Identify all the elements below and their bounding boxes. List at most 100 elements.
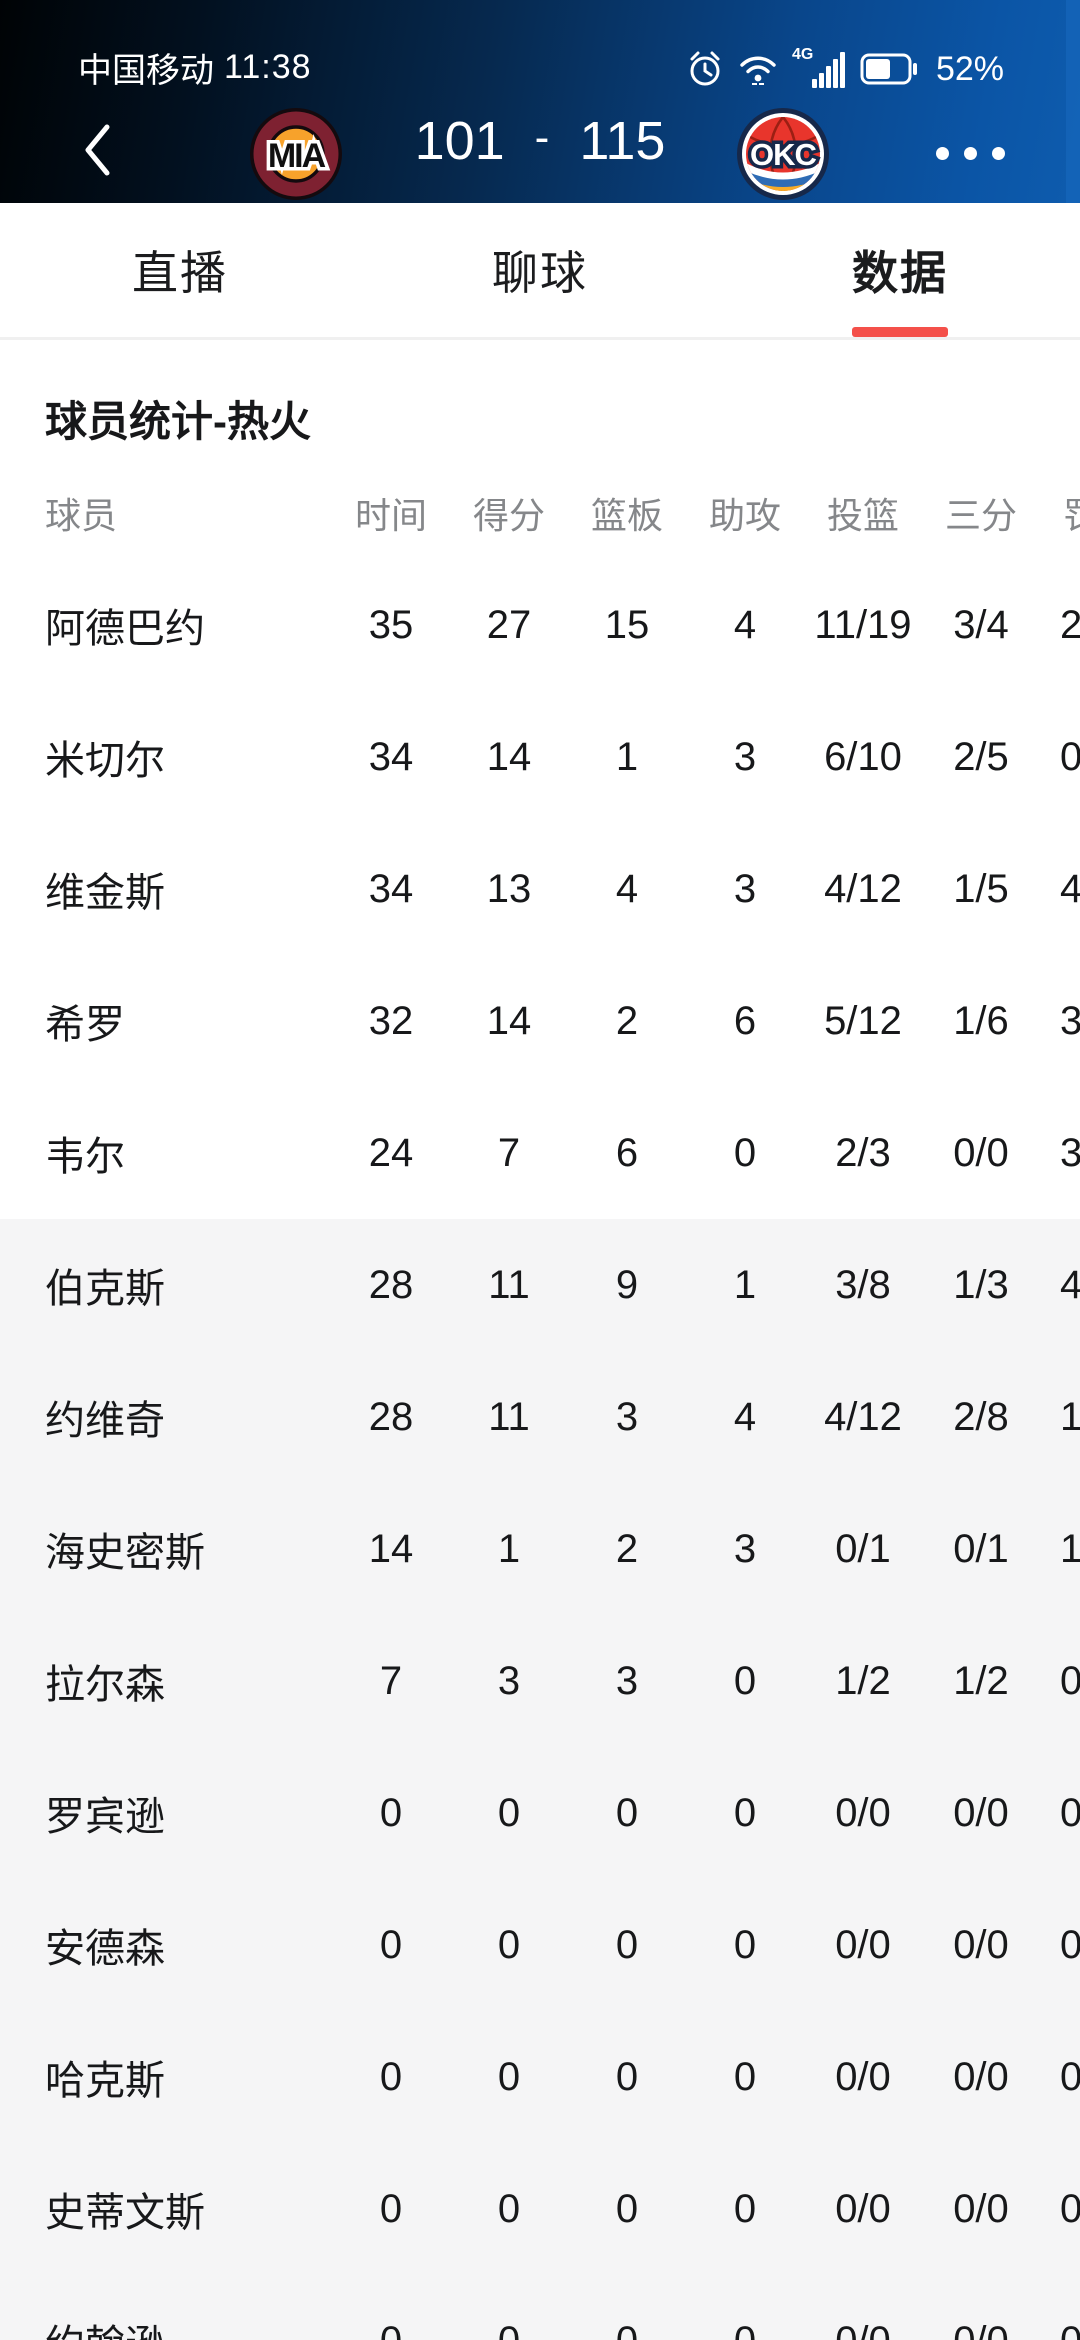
stat-fg: 2/3 [835,1130,891,1175]
stats-panel: 球员统计-热火 球员时间得分篮板助攻投篮三分罚球 阿德巴约 35 27 15 4… [0,340,1080,2340]
stat-assists: 0 [733,1130,757,1175]
player-name: 拉尔森 [45,1663,165,1707]
stat-points: 11 [488,1262,530,1307]
player-name: 韦尔 [45,1135,125,1179]
more-menu-button[interactable] [936,138,1005,168]
okc-abbr-label: OKC [750,137,817,172]
stat-minutes: 35 [368,602,414,647]
battery-icon [860,49,922,89]
stat-fg: 6/10 [824,734,902,779]
stat-rebounds: 0 [568,2319,686,2340]
stat-fg: 0/0 [835,2054,891,2099]
table-row[interactable]: 史蒂文斯 0 0 0 0 0/0 0/0 0 [0,2143,1080,2275]
stat-ft-clipped: 0 [1060,1658,1080,1703]
stat-fg: 4/12 [824,866,902,911]
column-header: 得分 [472,494,545,536]
stat-ft-clipped: 0 [1060,734,1080,779]
stat-ft-clipped: 4 [1060,866,1080,911]
stat-points: 0 [450,2319,568,2340]
stat-ft-clipped: 1 [1060,1526,1080,1571]
player-name: 希罗 [45,1003,125,1047]
stat-rebounds: 0 [615,2186,639,2231]
stat-fg: 0/0 [804,2319,922,2340]
stat-assists: 0 [733,1922,757,1967]
stat-fg: 0/0 [835,1790,891,1835]
stat-assists: 3 [733,734,757,779]
stat-assists: 3 [733,866,757,911]
stat-points: 7 [497,1130,521,1175]
stat-rebounds: 0 [615,2054,639,2099]
table-row[interactable]: 罗宾逊 0 0 0 0 0/0 0/0 0 [0,1747,1080,1879]
stat-fg: 0/1 [835,1526,891,1571]
table-row[interactable]: 伯克斯 28 11 9 1 3/8 1/3 4 [0,1219,1080,1351]
stat-3pt: 0/0 [953,2186,1009,2231]
table-row[interactable]: 约翰逊 0 0 0 0 0/0 0/0 0 [0,2275,1080,2340]
away-score: 115 [579,111,666,171]
stat-assists: 0 [686,2319,804,2340]
stat-points: 14 [486,734,532,779]
match-score: 101 - 115 [360,110,720,172]
status-bar: 中国移动 11:38 [0,0,1080,108]
table-row[interactable]: 哈克斯 0 0 0 0 0/0 0/0 0 [0,2011,1080,2143]
stat-3pt: 1/5 [953,866,1009,911]
stat-rebounds: 3 [615,1394,639,1439]
ellipsis-icon [936,146,949,160]
stat-points: 11 [488,1394,530,1439]
table-body: 阿德巴约 35 27 15 4 11/19 3/4 2 米切尔 34 14 1 … [0,559,1080,2340]
stat-minutes: 24 [368,1130,414,1175]
table-row[interactable]: 米切尔 34 14 1 3 6/10 2/5 0 [0,691,1080,823]
stat-3pt: 0/0 [953,1922,1009,1967]
status-time: 11:38 [224,47,312,86]
stat-points: 0 [497,1922,521,1967]
stat-rebounds: 0 [615,1922,639,1967]
player-name: 伯克斯 [45,1267,165,1311]
stat-minutes: 32 [368,998,414,1043]
stat-points: 0 [497,1790,521,1835]
stat-ft-clipped: 0 [1060,1922,1080,1967]
stat-points: 0 [497,2054,521,2099]
stat-ft-clipped: 3 [1060,1130,1080,1175]
stat-minutes: 14 [368,1526,414,1571]
table-row[interactable]: 拉尔森 7 3 3 0 1/2 1/2 0 [0,1615,1080,1747]
nav-row: MIA 101 - 115 [0,108,1080,203]
stat-assists: 0 [733,1658,757,1703]
stat-fg: 3/8 [835,1262,891,1307]
stat-points: 0 [497,2186,521,2231]
table-row[interactable]: 韦尔 24 7 6 0 2/3 0/0 3 [0,1087,1080,1219]
stat-rebounds: 2 [615,998,639,1043]
table-row[interactable]: 希罗 32 14 2 6 5/12 1/6 3 [0,955,1080,1087]
stat-3pt: 3/4 [953,602,1009,647]
stat-points: 27 [486,602,532,647]
stat-minutes: 28 [368,1262,414,1307]
stat-fg: 0/0 [835,1922,891,1967]
carrier-label: 中国移动 [78,51,214,90]
player-name: 海史密斯 [45,1531,205,1575]
player-name: 阿德巴约 [45,607,205,651]
stat-ft-clipped: 0 [1060,2054,1080,2099]
mia-abbr-label: MIA [268,137,326,175]
stat-3pt: 2/5 [953,734,1009,779]
stat-3pt: 1/2 [953,1658,1009,1703]
table-row[interactable]: 安德森 0 0 0 0 0/0 0/0 0 [0,1879,1080,2011]
stat-ft-clipped: 0 [1060,1790,1080,1835]
stat-minutes: 0 [379,1922,403,1967]
ellipsis-icon [992,146,1005,160]
column-header: 罚球 [1040,487,1080,539]
tab-live[interactable]: 直播 [132,247,228,299]
stat-rebounds: 4 [615,866,639,911]
stat-rebounds: 0 [615,1790,639,1835]
player-name: 约翰逊 [0,2312,332,2340]
table-row[interactable]: 维金斯 34 13 4 3 4/12 1/5 4 [0,823,1080,955]
back-button[interactable] [80,122,114,178]
table-row[interactable]: 海史密斯 14 1 2 3 0/1 0/1 1 [0,1483,1080,1615]
tab-stats[interactable]: 数据 [720,203,1080,337]
table-row[interactable]: 阿德巴约 35 27 15 4 11/19 3/4 2 [0,559,1080,691]
table-row[interactable]: 约维奇 28 11 3 4 4/12 2/8 1 [0,1351,1080,1483]
tab-chat[interactable]: 聊球 [492,247,588,299]
match-header: 中国移动 11:38 [0,0,1080,203]
column-header: 时间 [354,494,427,536]
stat-3pt: 2/8 [953,1394,1009,1439]
stat-3pt: 0/0 [953,1130,1009,1175]
stat-points: 14 [486,998,532,1043]
